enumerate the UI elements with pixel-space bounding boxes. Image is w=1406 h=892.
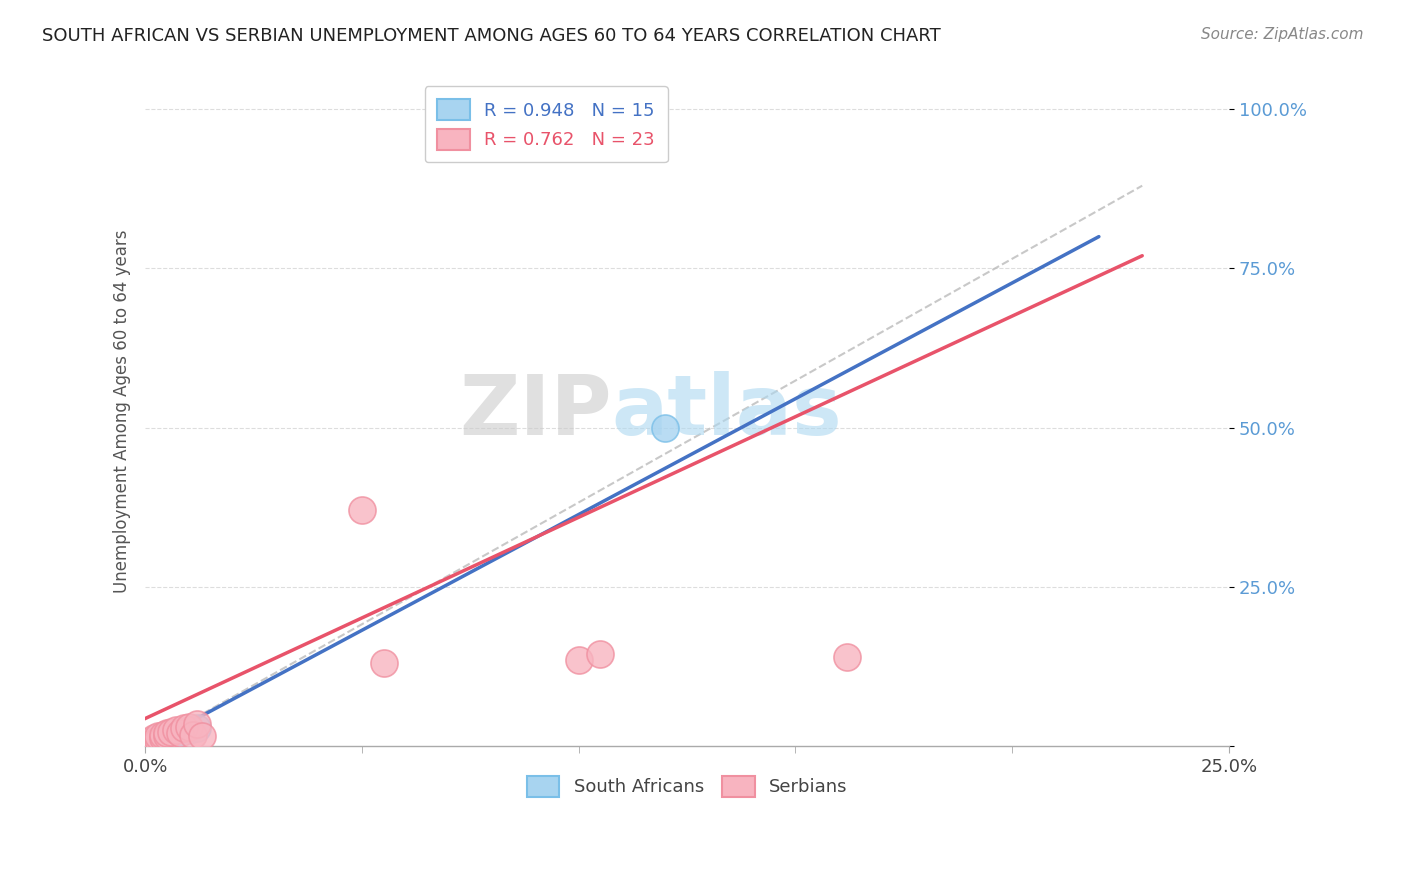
Legend: South Africans, Serbians: South Africans, Serbians — [520, 769, 855, 804]
Point — [160, 725, 183, 739]
Point — [148, 732, 170, 747]
Point — [177, 723, 200, 737]
Point — [589, 647, 612, 661]
Point — [568, 653, 591, 667]
Point — [186, 716, 208, 731]
Point — [148, 730, 170, 744]
Point — [152, 730, 174, 744]
Point — [143, 731, 166, 746]
Point — [558, 121, 581, 136]
Point — [156, 729, 179, 743]
Point — [148, 734, 170, 748]
Point — [169, 725, 191, 739]
Y-axis label: Unemployment Among Ages 60 to 64 years: Unemployment Among Ages 60 to 64 years — [114, 230, 131, 593]
Point — [160, 727, 183, 741]
Text: atlas: atlas — [612, 371, 842, 452]
Text: SOUTH AFRICAN VS SERBIAN UNEMPLOYMENT AMONG AGES 60 TO 64 YEARS CORRELATION CHAR: SOUTH AFRICAN VS SERBIAN UNEMPLOYMENT AM… — [42, 27, 941, 45]
Point — [181, 727, 204, 741]
Point — [373, 657, 395, 671]
Text: Source: ZipAtlas.com: Source: ZipAtlas.com — [1201, 27, 1364, 42]
Point — [152, 732, 174, 747]
Point — [143, 735, 166, 749]
Point — [143, 733, 166, 747]
Point — [190, 730, 212, 744]
Text: ZIP: ZIP — [458, 371, 612, 452]
Point — [143, 734, 166, 748]
Point — [169, 726, 191, 740]
Point — [156, 726, 179, 740]
Point — [148, 731, 170, 746]
Point — [138, 736, 160, 750]
Point — [152, 731, 174, 745]
Point — [654, 420, 676, 434]
Point — [177, 720, 200, 734]
Point — [152, 727, 174, 741]
Point — [138, 736, 160, 750]
Point — [138, 734, 160, 748]
Point — [186, 721, 208, 735]
Point — [173, 721, 195, 735]
Point — [156, 729, 179, 743]
Point — [837, 649, 859, 664]
Point — [156, 731, 179, 746]
Point — [165, 723, 187, 737]
Point — [165, 726, 187, 740]
Point — [350, 503, 373, 517]
